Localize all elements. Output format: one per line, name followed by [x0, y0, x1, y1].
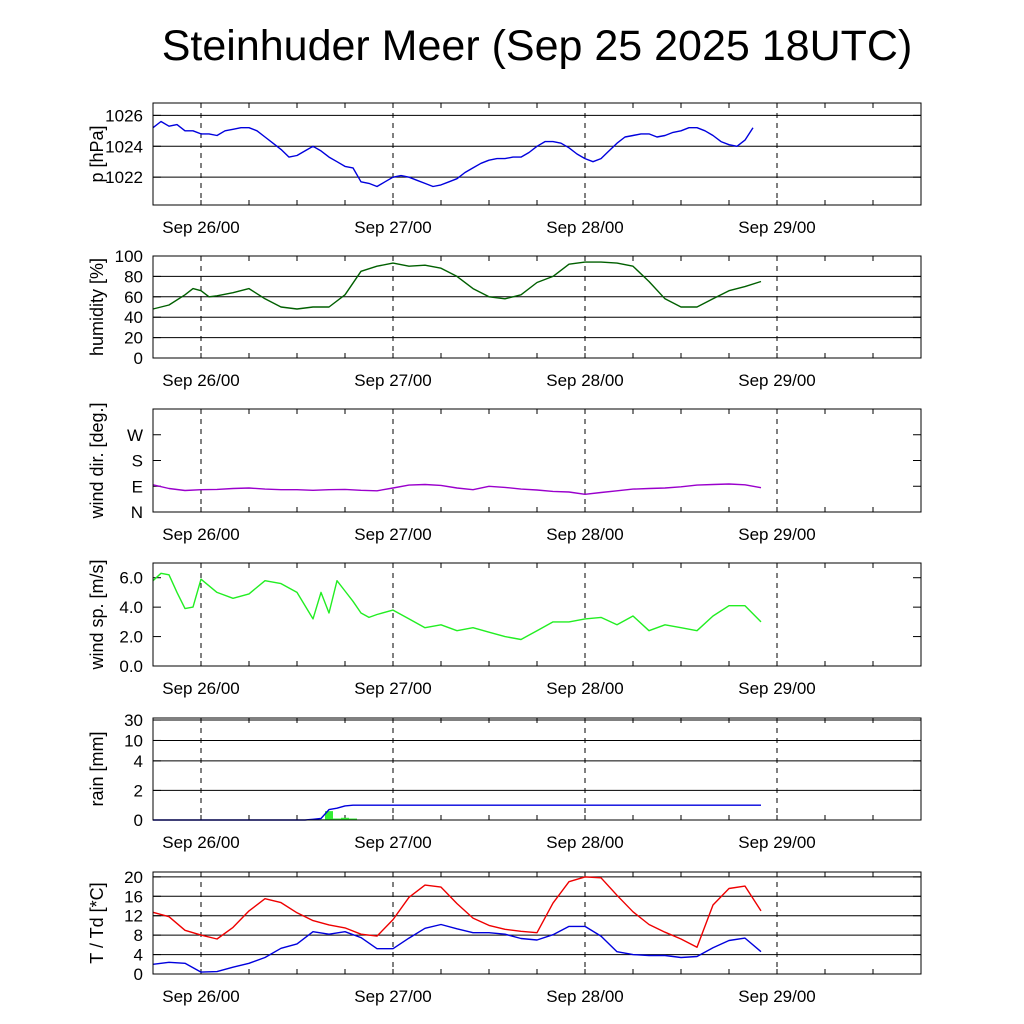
y-tick-label: 16 — [124, 887, 143, 906]
y-axis-label: wind sp. [m/s] — [87, 559, 107, 670]
x-tick-label: Sep 29/00 — [738, 525, 816, 544]
y-tick-label: 1022 — [105, 168, 143, 187]
t-series-line-0 — [152, 876, 762, 948]
y-axis-label: rain [mm] — [87, 731, 107, 806]
rain-bar — [333, 818, 341, 820]
x-tick-label: Sep 27/00 — [354, 679, 432, 698]
y-tick-label: 0 — [134, 965, 143, 984]
x-tick-label: Sep 26/00 — [162, 679, 240, 698]
y-tick-label: 8 — [134, 926, 143, 945]
series-line-0 — [152, 261, 762, 310]
plot-frame — [152, 255, 922, 359]
x-tick-label: Sep 28/00 — [546, 679, 624, 698]
x-tick-label: Sep 29/00 — [738, 679, 816, 698]
y-tick-label: 4 — [134, 946, 143, 965]
x-tick-label: Sep 27/00 — [354, 987, 432, 1006]
x-tick-label: Sep 27/00 — [354, 833, 432, 852]
y-tick-label: N — [131, 503, 143, 522]
y-axis-label: wind dir. [deg.] — [87, 402, 107, 519]
y-tick-label: 4.0 — [119, 598, 143, 617]
x-tick-label: Sep 26/00 — [162, 218, 240, 237]
rain-bar — [325, 811, 333, 820]
panel-3: 0.0 2.0 4.0 6.0 Sep 26/00 Sep 27/00 Sep 28/00 S… — [87, 559, 922, 698]
td-series-line-1 — [152, 923, 762, 973]
y-tick-label: 0 — [134, 349, 143, 368]
x-tick-label: Sep 27/00 — [354, 218, 432, 237]
plot-frame — [152, 717, 922, 821]
series-line-0 — [152, 483, 762, 495]
panel-0: 1022 1024 1026 Sep 26/00 Sep 27/00 Sep 28/00 S… — [87, 102, 922, 237]
y-tick-label: 1024 — [105, 137, 143, 156]
plot-frame — [152, 871, 922, 975]
x-tick-label: Sep 28/00 — [546, 218, 624, 237]
y-axis-label: T / Td [*C] — [87, 882, 107, 963]
x-tick-label: Sep 28/00 — [546, 987, 624, 1006]
y-tick-label: 0.0 — [119, 657, 143, 676]
x-tick-label: Sep 29/00 — [738, 371, 816, 390]
plot-frame — [152, 102, 922, 206]
x-tick-label: Sep 28/00 — [546, 371, 624, 390]
x-tick-label: Sep 26/00 — [162, 987, 240, 1006]
x-tick-label: Sep 27/00 — [354, 371, 432, 390]
x-tick-label: Sep 29/00 — [738, 218, 816, 237]
y-tick-label: E — [132, 477, 143, 496]
y-tick-label: 100 — [115, 247, 143, 266]
y-tick-label: 10 — [124, 731, 143, 750]
y-tick-label: 30 — [124, 711, 143, 730]
x-tick-label: Sep 28/00 — [546, 833, 624, 852]
plot-frame — [152, 408, 922, 513]
rain-bar — [349, 818, 357, 820]
y-tick-label: 40 — [124, 308, 143, 327]
x-tick-label: Sep 29/00 — [738, 987, 816, 1006]
series-line-0 — [152, 572, 762, 641]
y-tick-label: W — [127, 426, 143, 445]
y-tick-label: 60 — [124, 288, 143, 307]
y-tick-label: 4 — [134, 752, 143, 771]
series-line-0 — [152, 120, 754, 188]
x-tick-label: Sep 28/00 — [546, 525, 624, 544]
y-tick-label: 2 — [134, 781, 143, 800]
y-tick-label: 80 — [124, 267, 143, 286]
chart-title: Steinhuder Meer (Sep 25 2025 18UTC) — [161, 22, 913, 70]
rain-bar — [341, 817, 349, 820]
y-tick-label: 1026 — [105, 106, 143, 125]
y-tick-label: S — [132, 452, 143, 471]
y-tick-label: 20 — [124, 329, 143, 348]
plot-frame — [152, 562, 922, 667]
y-tick-label: 20 — [124, 868, 143, 887]
y-tick-label: 12 — [124, 907, 143, 926]
x-tick-label: Sep 27/00 — [354, 525, 432, 544]
x-tick-label: Sep 26/00 — [162, 833, 240, 852]
y-axis-label: p [hPa] — [87, 125, 107, 182]
series-line-0 — [153, 804, 761, 821]
y-tick-label: 6.0 — [119, 569, 143, 588]
x-tick-label: Sep 26/00 — [162, 371, 240, 390]
y-tick-label: 2.0 — [119, 628, 143, 647]
x-tick-label: Sep 26/00 — [162, 525, 240, 544]
y-tick-label: 0 — [134, 811, 143, 830]
y-axis-label: humidity [%] — [87, 258, 107, 356]
x-tick-label: Sep 29/00 — [738, 833, 816, 852]
